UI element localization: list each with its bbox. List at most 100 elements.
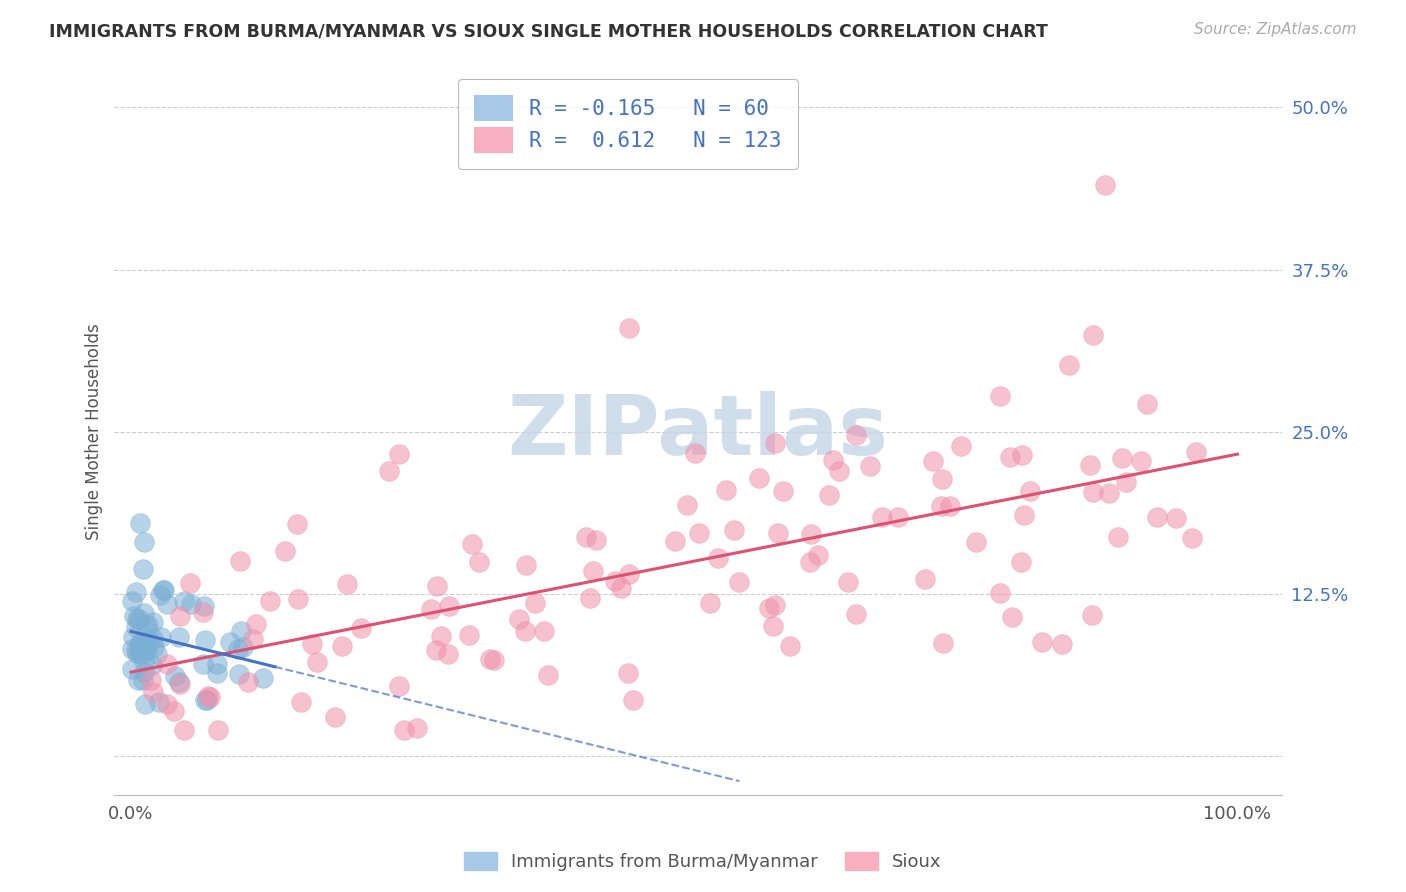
Point	[173, 593, 195, 607]
Point	[914, 572, 936, 586]
Point	[134, 665, 156, 680]
Point	[575, 530, 598, 544]
Point	[482, 653, 505, 667]
Point	[141, 658, 163, 673]
Point	[219, 634, 242, 648]
Point	[156, 657, 179, 671]
Point	[845, 428, 868, 442]
Point	[165, 668, 187, 682]
Point	[988, 586, 1011, 600]
Point	[619, 566, 641, 581]
Point	[169, 676, 191, 690]
Point	[323, 709, 346, 723]
Point	[508, 612, 530, 626]
Point	[127, 612, 149, 626]
Point	[125, 643, 148, 657]
Point	[150, 630, 173, 644]
Point	[436, 647, 458, 661]
Point	[664, 534, 686, 549]
Point	[758, 600, 780, 615]
Point	[205, 666, 228, 681]
Point	[125, 585, 148, 599]
Point	[1018, 484, 1040, 499]
Point	[1014, 508, 1036, 522]
Point	[139, 673, 162, 687]
Point	[131, 639, 153, 653]
Point	[1115, 475, 1137, 489]
Point	[245, 617, 267, 632]
Point	[763, 599, 786, 613]
Point	[142, 632, 165, 646]
Point	[129, 640, 152, 655]
Point	[142, 615, 165, 630]
Point	[763, 436, 786, 450]
Point	[582, 565, 605, 579]
Point	[998, 450, 1021, 465]
Point	[179, 576, 201, 591]
Point	[748, 471, 770, 485]
Point	[132, 635, 155, 649]
Point	[685, 446, 707, 460]
Point	[1146, 510, 1168, 524]
Point	[142, 685, 165, 699]
Point	[617, 665, 640, 680]
Point	[132, 673, 155, 688]
Point	[515, 624, 537, 638]
Point	[676, 499, 699, 513]
Point	[148, 695, 170, 709]
Point	[817, 488, 839, 502]
Point	[617, 321, 640, 335]
Point	[1185, 445, 1208, 459]
Point	[287, 592, 309, 607]
Point	[152, 583, 174, 598]
Point	[1050, 637, 1073, 651]
Point	[1094, 178, 1116, 193]
Point	[887, 510, 910, 524]
Point	[132, 654, 155, 668]
Point	[134, 697, 156, 711]
Point	[772, 483, 794, 498]
Point	[193, 657, 215, 671]
Point	[124, 620, 146, 634]
Point	[173, 723, 195, 738]
Point	[228, 666, 250, 681]
Point	[197, 690, 219, 704]
Point	[1081, 607, 1104, 622]
Point	[388, 447, 411, 461]
Point	[121, 630, 143, 644]
Point	[837, 574, 859, 589]
Point	[533, 624, 555, 639]
Point	[929, 500, 952, 514]
Point	[965, 535, 987, 549]
Point	[226, 641, 249, 656]
Point	[129, 647, 152, 661]
Point	[537, 668, 560, 682]
Point	[1136, 397, 1159, 411]
Point	[1010, 556, 1032, 570]
Point	[419, 602, 441, 616]
Point	[1011, 448, 1033, 462]
Point	[128, 637, 150, 651]
Point	[821, 453, 844, 467]
Point	[121, 594, 143, 608]
Point	[468, 555, 491, 569]
Point	[425, 579, 447, 593]
Point	[242, 632, 264, 647]
Point	[950, 439, 973, 453]
Point	[870, 510, 893, 524]
Point	[128, 516, 150, 530]
Point	[228, 554, 250, 568]
Point	[799, 555, 821, 569]
Point	[191, 605, 214, 619]
Point	[232, 640, 254, 655]
Point	[330, 639, 353, 653]
Point	[523, 596, 546, 610]
Point	[378, 464, 401, 478]
Point	[392, 723, 415, 738]
Point	[723, 523, 745, 537]
Point	[515, 558, 537, 573]
Point	[252, 672, 274, 686]
Point	[156, 697, 179, 711]
Point	[285, 517, 308, 532]
Point	[1107, 530, 1129, 544]
